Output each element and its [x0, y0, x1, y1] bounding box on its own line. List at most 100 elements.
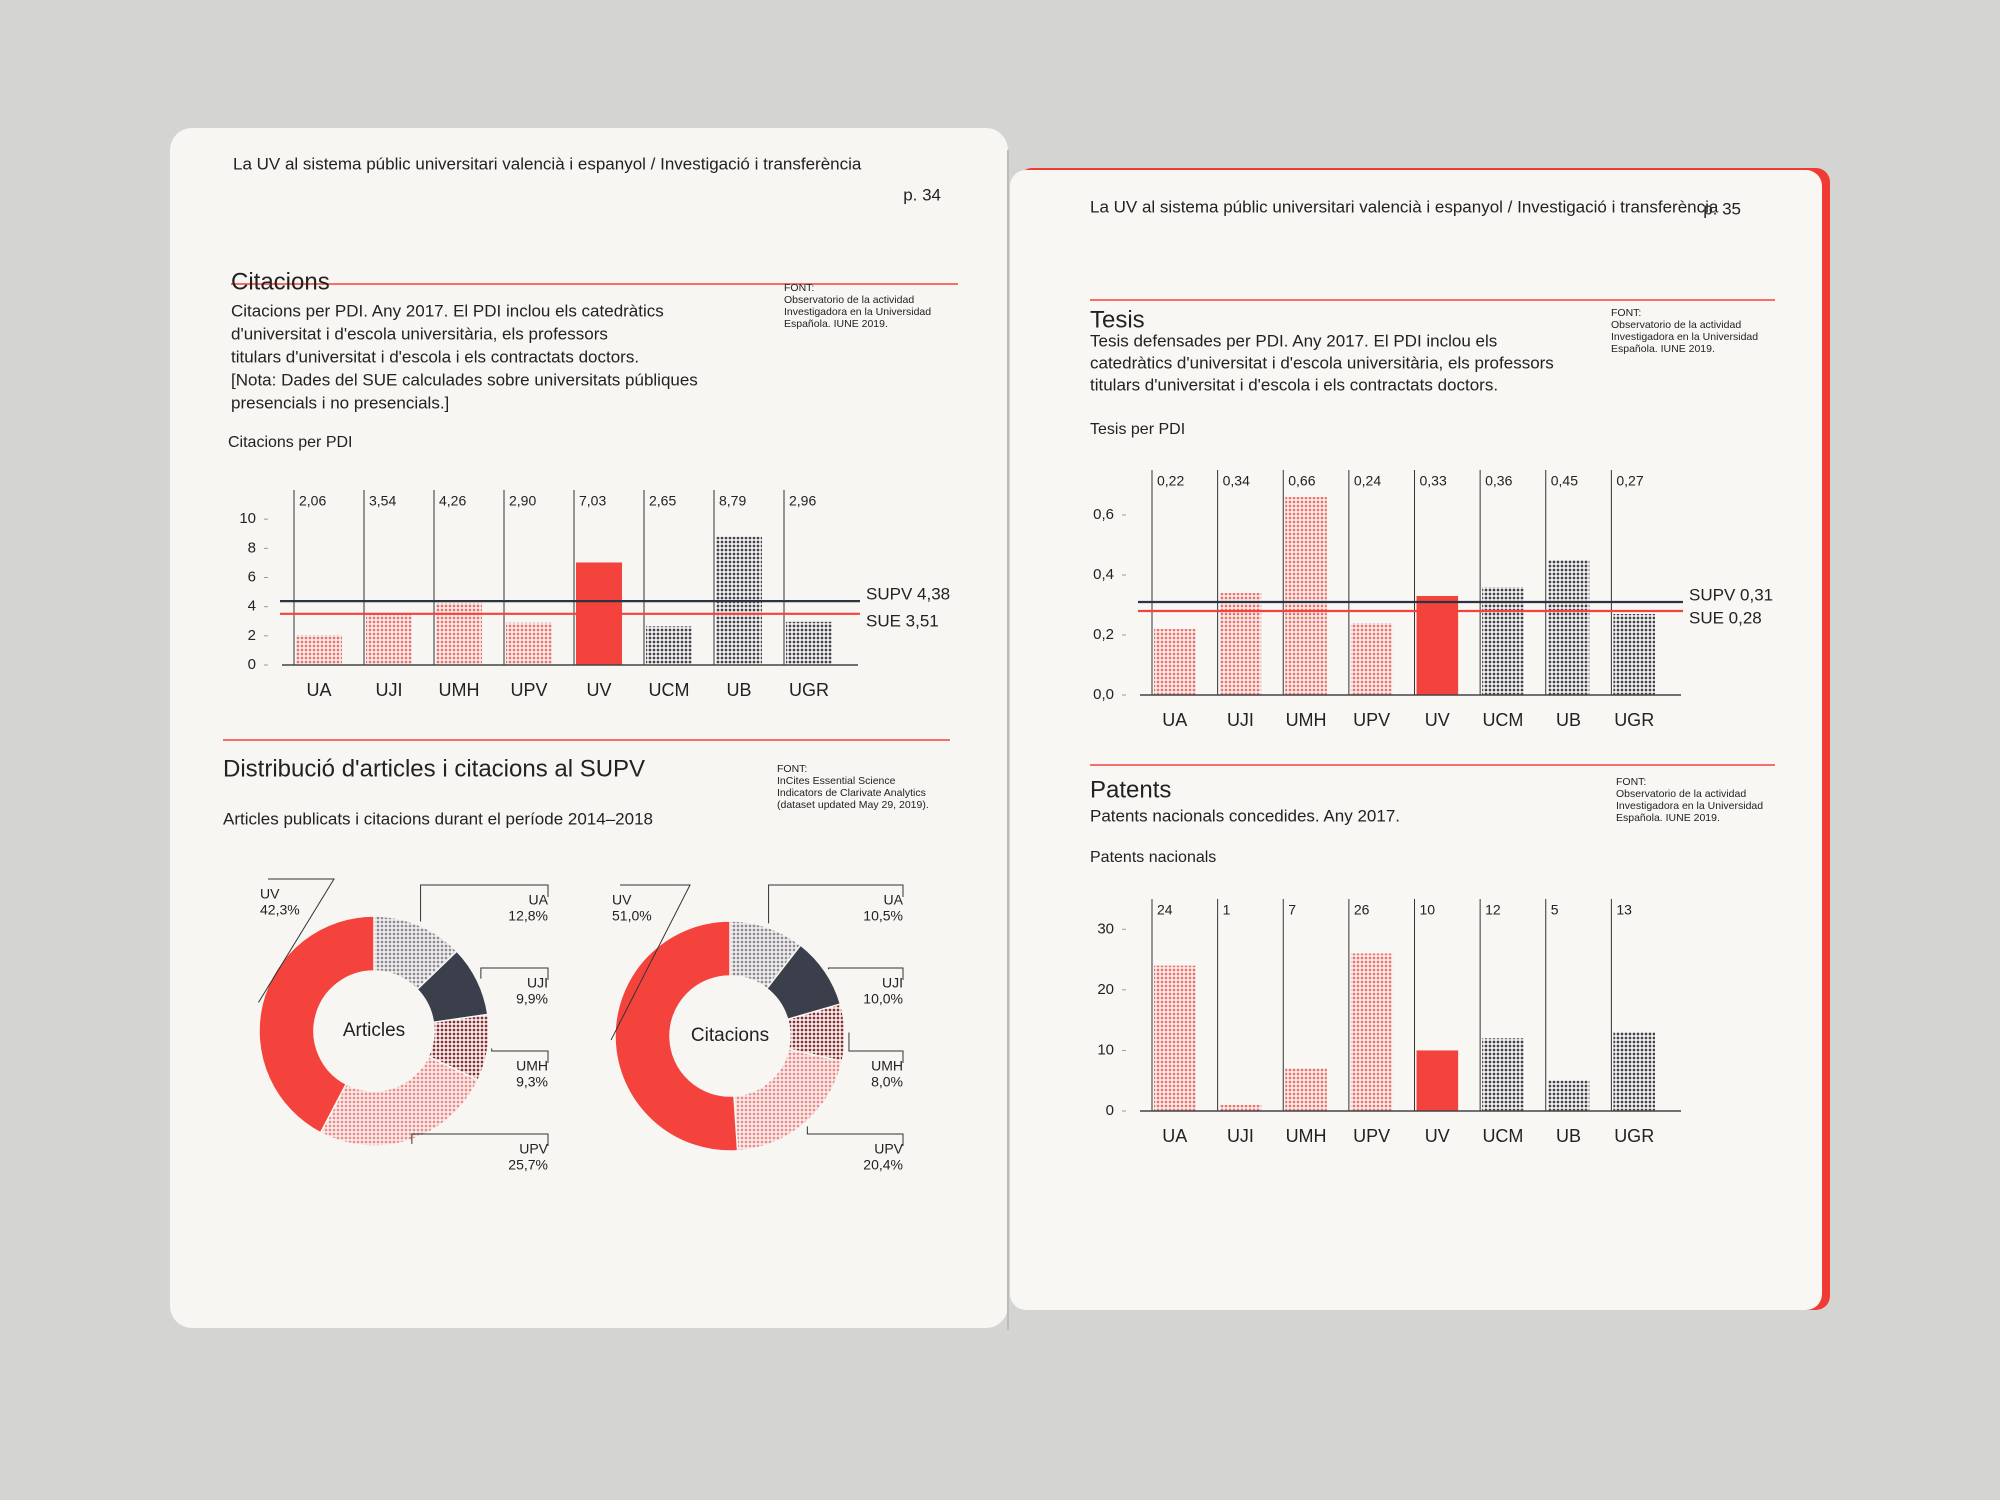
- bar: [1350, 953, 1393, 1111]
- bar: [1416, 596, 1459, 695]
- donut-segment: [733, 1048, 844, 1152]
- y-tick-label: 0: [248, 656, 256, 673]
- source-line: Observatorio de la actividad: [1611, 319, 1741, 331]
- leader-line: [480, 967, 549, 980]
- section-title: Distribució d'articles i citacions al SU…: [223, 755, 645, 782]
- x-tick-label: UB: [1556, 710, 1581, 730]
- leader-line: [768, 884, 904, 924]
- y-tick-label: 10: [1097, 1041, 1114, 1058]
- description-line: Citacions per PDI. Any 2017. El PDI incl…: [231, 301, 664, 320]
- leader-line: [420, 884, 549, 922]
- value-label: 0,27: [1616, 473, 1643, 489]
- x-tick-label: UV: [1425, 710, 1450, 730]
- x-tick-label: UJI: [1227, 710, 1254, 730]
- value-label: 0,34: [1223, 473, 1250, 489]
- y-tick-label: 8: [248, 539, 256, 556]
- leader-line: [610, 884, 691, 1041]
- value-label: 2,65: [649, 493, 676, 509]
- segment-label: UV: [612, 892, 632, 908]
- value-label: 0,24: [1354, 473, 1381, 489]
- description-line: [Nota: Dades del SUE calculades sobre un…: [231, 370, 698, 389]
- description-line: Patents nacionals concedides. Any 2017.: [1090, 806, 1400, 825]
- value-label: 2,06: [299, 493, 326, 509]
- leader-line: [806, 1126, 904, 1146]
- bar: [1482, 1038, 1524, 1111]
- leader-line: [827, 967, 904, 980]
- source-line: Española. IUNE 2019.: [1611, 343, 1715, 355]
- page-header: La UV al sistema públic universitari val…: [233, 154, 862, 173]
- page-header: La UV al sistema públic universitari val…: [1090, 197, 1719, 216]
- segment-value: 10,0%: [863, 991, 903, 1007]
- value-label: 10: [1420, 902, 1436, 918]
- value-label: 8,79: [719, 493, 746, 509]
- right-page: [1010, 170, 1822, 1310]
- section-subtitle: Articles publicats i citacions durant el…: [223, 809, 653, 828]
- y-tick-label: 0,0: [1093, 686, 1114, 703]
- axis-title: Citacions per PDI: [228, 434, 353, 451]
- center-label: Articles: [343, 1020, 405, 1041]
- segment-value: 42,3%: [260, 902, 300, 918]
- value-label: 3,54: [369, 493, 396, 509]
- y-tick-label: 20: [1097, 981, 1114, 998]
- y-tick-label: 30: [1097, 920, 1114, 937]
- description-line: presencials i no presencials.]: [231, 393, 449, 412]
- x-tick-label: UPV: [1353, 1126, 1390, 1146]
- x-tick-label: UV: [1425, 1126, 1450, 1146]
- x-tick-label: UA: [1162, 710, 1187, 730]
- bar: [436, 602, 482, 665]
- segment-value: 51,0%: [612, 908, 652, 924]
- reference-label: SUPV 0,31: [1689, 585, 1773, 604]
- value-label: 0,66: [1288, 473, 1315, 489]
- leader-line: [258, 878, 335, 1003]
- leader-line: [411, 1133, 549, 1146]
- reference-label: SUE 3,51: [866, 611, 939, 630]
- x-tick-label: UA: [1162, 1126, 1187, 1146]
- bar: [1547, 1080, 1590, 1111]
- value-label: 24: [1157, 902, 1173, 918]
- value-label: 5: [1551, 902, 1559, 918]
- x-tick-label: UB: [1556, 1126, 1581, 1146]
- segment-label: UJI: [527, 975, 548, 991]
- source-line: FONT:: [777, 763, 807, 775]
- leader-line: [491, 1048, 549, 1063]
- bar: [296, 634, 342, 665]
- bar: [366, 613, 412, 665]
- x-tick-label: UA: [306, 680, 331, 700]
- bar: [1416, 1050, 1459, 1111]
- value-label: 7: [1288, 902, 1296, 918]
- value-label: 2,96: [789, 493, 816, 509]
- segment-label: UJI: [882, 975, 903, 991]
- y-tick-label: 10: [239, 510, 256, 527]
- bar: [786, 621, 832, 665]
- center-label: Citacions: [691, 1025, 769, 1046]
- value-label: 2,90: [509, 493, 536, 509]
- value-label: 0,36: [1485, 473, 1512, 489]
- y-tick-label: 2: [248, 627, 256, 644]
- section-title: Patents: [1090, 776, 1171, 803]
- source-line: Investigadora en la Universidad: [784, 306, 931, 318]
- value-label: 0,22: [1157, 473, 1184, 489]
- y-tick-label: 0,6: [1093, 506, 1114, 523]
- donut-segment: [319, 1055, 480, 1147]
- reference-label: SUE 0,28: [1689, 608, 1762, 627]
- y-tick-label: 0,4: [1093, 566, 1114, 583]
- segment-label: UA: [529, 892, 549, 908]
- segment-value: 12,8%: [508, 908, 548, 924]
- segment-label: UMH: [871, 1058, 903, 1074]
- source-line: FONT:: [1611, 307, 1641, 319]
- bar: [1613, 1032, 1655, 1111]
- segment-value: 9,3%: [516, 1074, 548, 1090]
- bar: [1154, 965, 1196, 1111]
- x-tick-label: UMH: [1286, 710, 1327, 730]
- value-label: 1: [1223, 902, 1231, 918]
- x-tick-label: UMH: [1286, 1126, 1327, 1146]
- y-tick-label: 6: [248, 568, 256, 585]
- segment-value: 20,4%: [863, 1157, 903, 1173]
- reference-label: SUPV 4,38: [866, 585, 950, 604]
- source-line: FONT:: [784, 282, 814, 294]
- y-tick-label: 0: [1106, 1102, 1114, 1119]
- x-tick-label: UGR: [789, 680, 829, 700]
- x-tick-label: UMH: [439, 680, 480, 700]
- value-label: 26: [1354, 902, 1370, 918]
